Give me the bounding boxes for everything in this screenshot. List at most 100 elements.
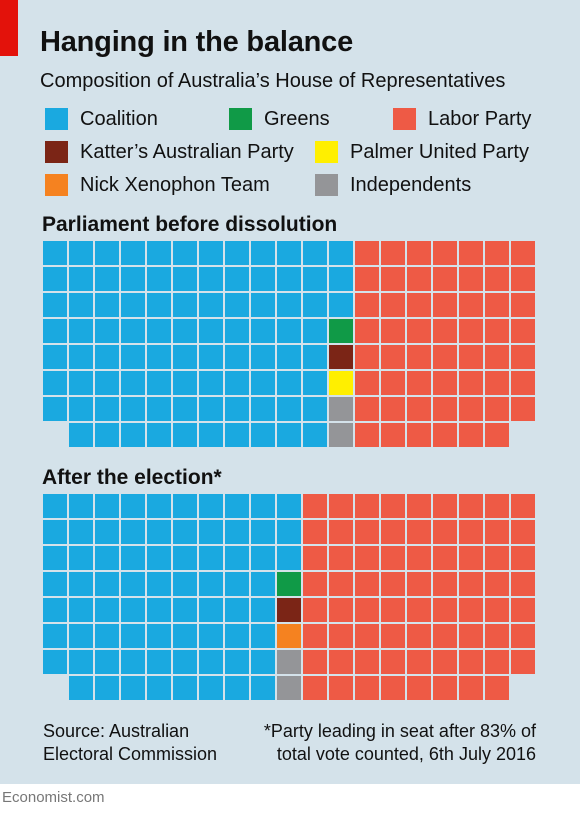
seat-coalition-11 [69, 572, 93, 596]
seat-labor-party-32 [407, 494, 431, 518]
seat-coalition-51 [199, 319, 223, 343]
seat-coalition-29 [121, 371, 145, 395]
seat-coalition-54 [199, 650, 223, 674]
seat-coalition-29 [121, 624, 145, 648]
seat-labor-party-10 [485, 293, 509, 317]
chart-title: Hanging in the balance [40, 26, 354, 58]
seat-labor-party-30 [433, 650, 457, 674]
seat-coalition-42 [173, 293, 197, 317]
seat-coalition-25 [121, 520, 145, 544]
seat-labor-party-34 [407, 546, 431, 570]
seat-katter-s-australian-party-1 [329, 345, 353, 369]
seat-coalition-46 [173, 397, 197, 421]
legend-item-coalition: Coalition [45, 107, 158, 131]
seat-coalition-65 [251, 267, 275, 291]
seat-coalition-73 [277, 267, 301, 291]
legend-swatch-labor [393, 108, 416, 130]
seat-labor-party-10 [485, 546, 509, 570]
source-line-1: Source: Australian [43, 721, 190, 741]
seat-coalition-37 [147, 371, 171, 395]
seat-labor-party-12 [485, 345, 509, 369]
seat-labor-party-32 [407, 241, 431, 265]
legend-label-katter: Katter’s Australian Party [80, 140, 294, 163]
seat-labor-party-56 [329, 494, 353, 518]
seat-labor-party-19 [459, 319, 483, 343]
seat-coalition-34 [147, 546, 171, 570]
seat-coalition-40 [173, 241, 197, 265]
legend-label-independents: Independents [350, 173, 472, 196]
legend-swatch-katter [45, 141, 68, 163]
seat-coalition-13 [69, 624, 93, 648]
seat-labor-party-30 [433, 397, 457, 421]
seat-coalition-83 [303, 319, 327, 343]
seat-coalition-67 [251, 572, 275, 596]
seat-labor-party-1 [511, 494, 535, 518]
seat-coalition-72 [277, 241, 301, 265]
seat-coalition-12 [69, 345, 93, 369]
seat-coalition-68 [251, 598, 275, 622]
seat-coalition-4 [43, 319, 67, 343]
source-line-2: Electoral Commission [43, 744, 218, 764]
seat-palmer-united-party-1 [329, 371, 353, 395]
seat-coalition-40 [173, 494, 197, 518]
seat-chart-before [43, 241, 535, 447]
seat-chart-after [43, 494, 535, 700]
seat-independents-1 [277, 650, 301, 674]
seat-labor-party-46 [381, 650, 405, 674]
seat-labor-party-38 [407, 650, 431, 674]
seat-coalition-62 [225, 650, 249, 674]
seat-labor-party-46 [381, 397, 405, 421]
seat-coalition-15 [69, 676, 93, 700]
seat-labor-party-21 [459, 371, 483, 395]
seat-labor-party-31 [433, 423, 457, 447]
seat-coalition-53 [199, 371, 223, 395]
seat-coalition-46 [173, 650, 197, 674]
seat-coalition-21 [95, 371, 119, 395]
seat-coalition-57 [225, 520, 249, 544]
seat-labor-party-35 [407, 572, 431, 596]
footnote-line-1: *Party leading in seat after 83% of [263, 721, 536, 741]
seat-labor-party-62 [329, 650, 353, 674]
seat-labor-party-47 [381, 423, 405, 447]
seat-coalition-7 [43, 650, 67, 674]
seat-labor-party-3 [511, 293, 535, 317]
seat-coalition-13 [69, 371, 93, 395]
seat-coalition-5 [43, 598, 67, 622]
seat-labor-party-23 [459, 676, 483, 700]
seat-coalition-8 [69, 241, 93, 265]
seat-labor-party-64 [303, 494, 327, 518]
legend-item-xenophon: Nick Xenophon Team [45, 173, 270, 197]
seat-coalition-59 [225, 319, 249, 343]
seat-greens-1 [329, 319, 353, 343]
seat-coalition-47 [173, 676, 197, 700]
seat-coalition-39 [147, 676, 171, 700]
seat-labor-party-63 [329, 676, 353, 700]
seat-labor-party-9 [485, 520, 509, 544]
seat-labor-party-26 [433, 546, 457, 570]
seat-labor-party-23 [459, 423, 483, 447]
seat-labor-party-59 [329, 572, 353, 596]
seat-labor-party-42 [381, 546, 405, 570]
seat-labor-party-67 [303, 572, 327, 596]
seat-coalition-32 [147, 241, 171, 265]
seat-coalition-10 [69, 546, 93, 570]
seat-coalition-35 [147, 572, 171, 596]
seat-labor-party-37 [407, 624, 431, 648]
seat-coalition-35 [147, 319, 171, 343]
legend-swatch-greens [229, 108, 252, 130]
seat-coalition-30 [121, 397, 145, 421]
legend-item-independents: Independents [315, 173, 471, 197]
seat-coalition-34 [147, 293, 171, 317]
seat-labor-party-5 [511, 345, 535, 369]
seat-independents-2 [329, 423, 353, 447]
seat-labor-party-40 [381, 241, 405, 265]
seat-coalition-55 [199, 676, 223, 700]
seat-labor-party-28 [433, 345, 457, 369]
seat-coalition-27 [121, 319, 145, 343]
seat-labor-party-17 [459, 520, 483, 544]
seat-coalition-19 [95, 572, 119, 596]
seat-coalition-9 [69, 267, 93, 291]
seat-coalition-41 [173, 267, 197, 291]
seat-coalition-70 [251, 397, 275, 421]
seat-labor-party-53 [355, 371, 379, 395]
